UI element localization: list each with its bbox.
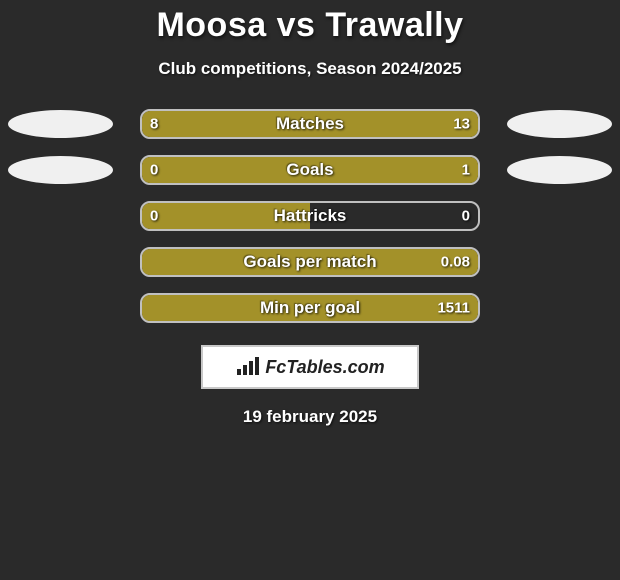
date-label: 19 february 2025 — [0, 407, 620, 427]
stat-label: Hattricks — [142, 206, 478, 226]
stat-bar-track: 00Hattricks — [140, 201, 480, 231]
stat-label: Min per goal — [142, 298, 478, 318]
brand-text: FcTables.com — [265, 357, 384, 378]
stat-bar-track: 0.08Goals per match — [140, 247, 480, 277]
player-right-badge — [507, 156, 612, 184]
player-left-badge — [8, 110, 113, 138]
stat-row: 00Hattricks — [0, 193, 620, 239]
page-subtitle: Club competitions, Season 2024/2025 — [0, 59, 620, 79]
stat-row: 1511Min per goal — [0, 285, 620, 331]
page-title: Moosa vs Trawally — [0, 0, 620, 45]
stat-label: Goals — [142, 160, 478, 180]
stat-bar-track: 813Matches — [140, 109, 480, 139]
stat-bar-track: 1511Min per goal — [140, 293, 480, 323]
chart-bars-icon — [235, 357, 261, 377]
stat-row: 0.08Goals per match — [0, 239, 620, 285]
stats-rows: 813Matches 01Goals 00Hattricks 0.08Goals pe… — [0, 101, 620, 331]
player-left-badge — [8, 156, 113, 184]
stat-label: Matches — [142, 114, 478, 134]
stat-bar-track: 01Goals — [140, 155, 480, 185]
brand-badge[interactable]: FcTables.com — [201, 345, 419, 389]
stat-row: 01Goals — [0, 147, 620, 193]
stats-comparison-card: Moosa vs Trawally Club competitions, Sea… — [0, 0, 620, 580]
player-right-badge — [507, 110, 612, 138]
stat-row: 813Matches — [0, 101, 620, 147]
stat-label: Goals per match — [142, 252, 478, 272]
